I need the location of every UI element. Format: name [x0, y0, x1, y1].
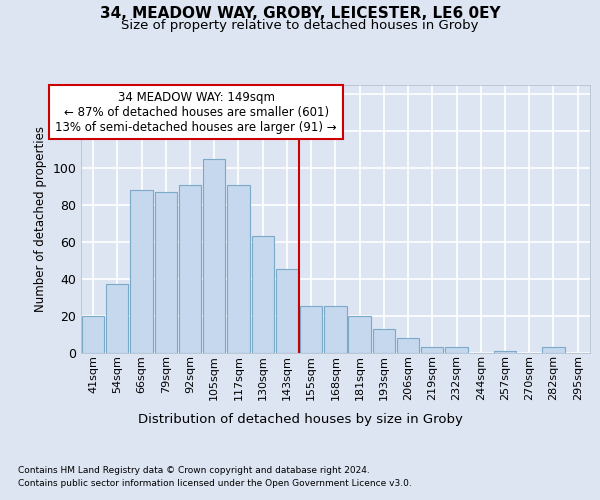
Bar: [276, 270, 298, 352]
Bar: [130, 190, 153, 352]
Bar: [349, 316, 371, 352]
Text: 34, MEADOW WAY, GROBY, LEICESTER, LE6 0EY: 34, MEADOW WAY, GROBY, LEICESTER, LE6 0E…: [100, 6, 500, 21]
Text: Size of property relative to detached houses in Groby: Size of property relative to detached ho…: [121, 19, 479, 32]
Bar: [227, 184, 250, 352]
Text: Distribution of detached houses by size in Groby: Distribution of detached houses by size …: [137, 412, 463, 426]
Bar: [373, 328, 395, 352]
Bar: [397, 338, 419, 352]
Text: Contains public sector information licensed under the Open Government Licence v3: Contains public sector information licen…: [18, 479, 412, 488]
Bar: [82, 316, 104, 352]
Bar: [542, 347, 565, 352]
Bar: [203, 159, 226, 352]
Bar: [106, 284, 128, 352]
Bar: [251, 236, 274, 352]
Bar: [324, 306, 347, 352]
Bar: [421, 347, 443, 352]
Bar: [494, 350, 516, 352]
Text: 34 MEADOW WAY: 149sqm
← 87% of detached houses are smaller (601)
13% of semi-det: 34 MEADOW WAY: 149sqm ← 87% of detached …: [55, 90, 337, 134]
Text: Contains HM Land Registry data © Crown copyright and database right 2024.: Contains HM Land Registry data © Crown c…: [18, 466, 370, 475]
Bar: [155, 192, 177, 352]
Y-axis label: Number of detached properties: Number of detached properties: [34, 126, 47, 312]
Bar: [179, 184, 201, 352]
Bar: [445, 347, 467, 352]
Bar: [300, 306, 322, 352]
